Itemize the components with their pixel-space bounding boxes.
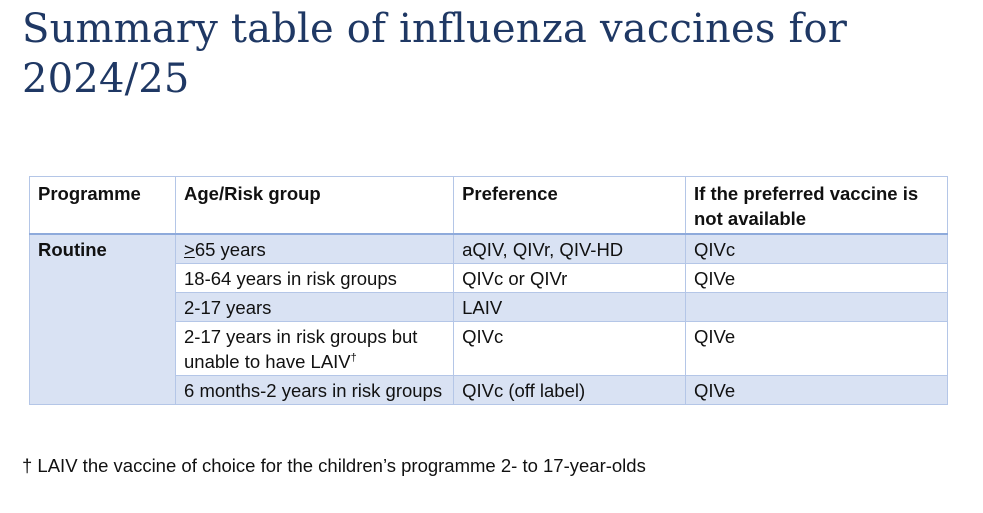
table-row: 6 months-2 years in risk groups QIVc (of…	[30, 374, 948, 405]
header-alternative: If the preferred vaccine is not availabl…	[685, 176, 948, 235]
alternative-cell: QIVe	[685, 320, 948, 376]
alternative-cell: QIVe	[685, 374, 948, 405]
age-group-cell: 2-17 years in risk groups but unable to …	[175, 320, 455, 376]
alternative-cell: QIVe	[685, 262, 948, 293]
header-age-group: Age/Risk group	[175, 176, 455, 235]
age-group-cell: >65 years	[175, 233, 455, 264]
preference-cell: LAIV	[453, 291, 686, 322]
footnote: † LAIV the vaccine of choice for the chi…	[22, 455, 646, 476]
page-title: Summary table of influenza vaccines for …	[22, 6, 848, 102]
table-row: 2-17 years in risk groups but unable to …	[30, 320, 948, 376]
alternative-cell: QIVc	[685, 233, 948, 264]
age-group-cell: 18-64 years in risk groups	[175, 262, 455, 293]
preference-cell: aQIV, QIVr, QIV-HD	[453, 233, 686, 264]
header-programme: Programme	[28, 176, 177, 235]
programme-cell: Routine	[28, 233, 177, 405]
age-group-cell: 2-17 years	[175, 291, 455, 322]
vaccine-summary-table: Programme Age/Risk group Preference If t…	[28, 176, 948, 405]
table-row: 2-17 years LAIV	[30, 291, 948, 322]
table-header-row: Programme Age/Risk group Preference If t…	[28, 176, 948, 235]
age-group-cell: 6 months-2 years in risk groups	[175, 374, 455, 405]
age-symbol: >	[184, 238, 195, 260]
header-preference: Preference	[453, 176, 686, 235]
dagger-mark: †	[350, 351, 357, 364]
age-text: 65 years	[194, 238, 266, 260]
alternative-cell	[685, 291, 948, 322]
table-row: Routine >65 years aQIV, QIVr, QIV-HD QIV…	[28, 233, 948, 405]
age-text: 2-17 years in risk groups but unable to …	[184, 325, 418, 372]
preference-cell: QIVc or QIVr	[453, 262, 686, 293]
preference-cell: QIVc (off label)	[453, 374, 686, 405]
preference-cell: QIVc	[453, 320, 686, 376]
table-row: 18-64 years in risk groups QIVc or QIVr …	[30, 262, 948, 293]
